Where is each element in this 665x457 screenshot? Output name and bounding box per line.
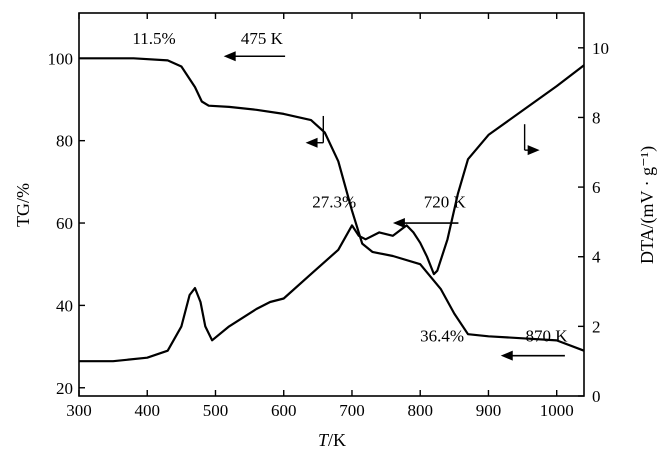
left-y-tick-label: 100 (48, 49, 74, 68)
arrow-head (527, 145, 540, 156)
annotation-layer: 11.5% 475 K 27.3% 720 K 36.4% 870 K (132, 29, 568, 361)
left-y-tick-label: 60 (56, 214, 73, 233)
left-y-tick-label: 80 (56, 132, 73, 151)
annotation-label: 27.3% (312, 192, 356, 211)
left-y-tick-label: 40 (56, 296, 73, 315)
left-y-axis-ticks: 20 40 60 80 100 (48, 49, 85, 398)
annotation-label: 720 K (424, 192, 467, 211)
right-y-tick-label: 0 (592, 387, 601, 406)
x-tick-label: 500 (203, 401, 229, 420)
left-y-tick-label: 20 (56, 379, 73, 398)
annotation-label: 11.5% (132, 29, 175, 48)
right-y-tick-label: 6 (592, 178, 601, 197)
annotation-label: 475 K (241, 29, 284, 48)
tg-series-line (79, 57, 585, 352)
arrow-head (223, 51, 236, 62)
arrow-head (392, 218, 405, 229)
dta-series-line (79, 64, 585, 363)
x-tick-label: 600 (271, 401, 297, 420)
x-axis-title: T/K (318, 430, 346, 450)
x-tick-label: 300 (66, 401, 92, 420)
plot-frame (78, 12, 585, 397)
x-tick-label: 700 (339, 401, 365, 420)
series-layer (79, 57, 585, 363)
right-y-tick-label: 8 (592, 108, 601, 127)
arrow-head (305, 137, 318, 148)
arrow-head (500, 350, 513, 361)
x-axis-ticks: 300 400 500 600 700 800 900 1000 (66, 13, 574, 420)
right-y-tick-label: 4 (592, 248, 601, 267)
annotation-label: 36.4% (420, 327, 464, 346)
right-y-axis-title: DTA/(mV · g⁻¹) (637, 146, 658, 264)
x-tick-label: 400 (134, 401, 160, 420)
x-tick-label: 1000 (540, 401, 574, 420)
right-y-tick-label: 2 (592, 317, 601, 336)
right-y-tick-label: 10 (592, 39, 609, 58)
right-y-axis-ticks: 0 2 4 6 8 10 (578, 39, 609, 406)
x-tick-label: 900 (476, 401, 502, 420)
left-y-axis-title: TG/% (13, 183, 33, 227)
x-tick-label: 800 (407, 401, 433, 420)
annotation-label: 870 K (525, 327, 568, 346)
